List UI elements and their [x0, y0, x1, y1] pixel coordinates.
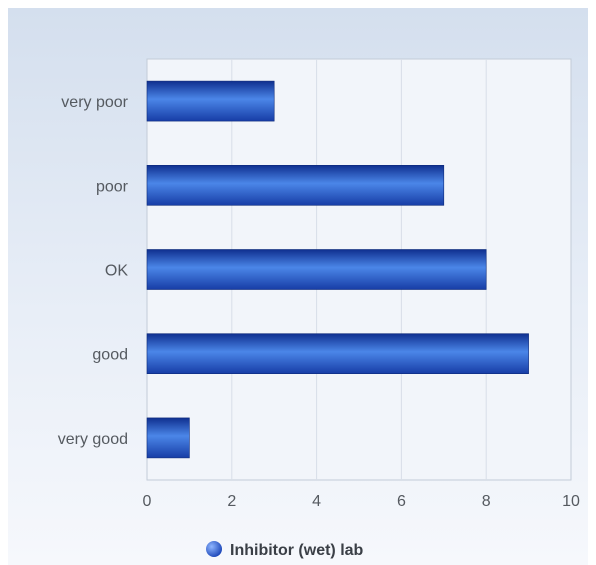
bars: [146, 80, 529, 459]
category-label: OK: [105, 263, 128, 280]
legend-marker-icon: [206, 541, 222, 557]
x-tick-label: 2: [227, 493, 236, 510]
category-labels: very poor poor OK good very good: [58, 94, 129, 448]
category-label: very poor: [61, 94, 128, 111]
x-tick-label: 0: [143, 493, 152, 510]
x-tick-label: 4: [312, 493, 321, 510]
bar: [146, 80, 275, 122]
category-label: poor: [96, 178, 129, 195]
bar-chart: very poor poor OK good very good 0 2 4 6 8 10 Inh…: [58, 58, 580, 559]
legend-label: Inhibitor (wet) lab: [230, 542, 364, 559]
category-label: good: [92, 347, 128, 364]
bar: [146, 417, 190, 459]
x-tick-label: 10: [562, 493, 580, 510]
bar: [146, 165, 445, 206]
x-tick-label: 6: [397, 493, 406, 510]
chart-container: very poor poor OK good very good 0 2 4 6 8 10 Inh…: [8, 8, 588, 565]
x-tick-labels: 0 2 4 6 8 10: [143, 493, 580, 510]
legend: Inhibitor (wet) lab: [206, 541, 364, 559]
x-tick-label: 8: [482, 493, 491, 510]
bar: [146, 333, 529, 375]
bar: [146, 249, 487, 290]
category-label: very good: [58, 431, 128, 448]
